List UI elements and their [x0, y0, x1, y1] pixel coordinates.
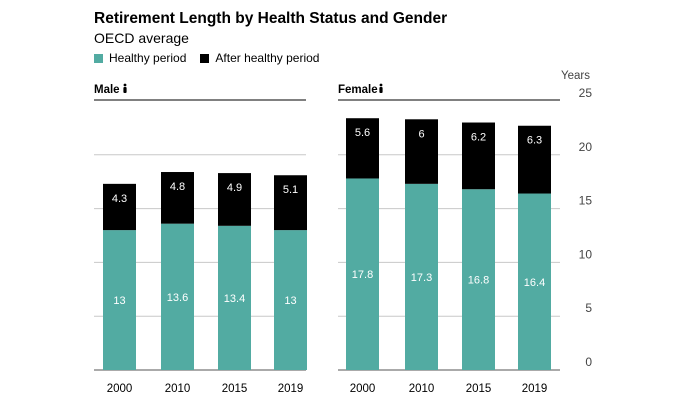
- bar-male-2010-healthy: [161, 223, 194, 370]
- bar-male-2000-after: [103, 183, 136, 231]
- data-label-female-2010-after: 6: [418, 128, 424, 140]
- y-tick-label: 0: [585, 355, 592, 369]
- bar-male-2010-after: [161, 172, 194, 224]
- data-label-male-2015-after: 4.9: [227, 182, 242, 194]
- data-label-male-2015-healthy: 13.4: [224, 293, 245, 305]
- data-label-female-2019-after: 6.3: [527, 135, 542, 147]
- data-label-female-2000-healthy: 17.8: [352, 269, 373, 281]
- x-tick-label-male-2000: 2000: [107, 383, 133, 395]
- data-label-male-2010-healthy: 13.6: [167, 292, 188, 304]
- panel-label-male: Male: [94, 84, 120, 96]
- bar-male-2015-after: [218, 173, 251, 226]
- bar-female-2015-healthy: [462, 189, 495, 370]
- legend-swatch-after: [200, 53, 210, 63]
- x-tick-label-female-2019: 2019: [522, 383, 548, 395]
- data-label-female-2010-healthy: 17.3: [411, 272, 432, 284]
- x-tick-label-female-2010: 2010: [409, 383, 435, 395]
- bar-male-2019-healthy: [274, 230, 307, 370]
- data-label-male-2000-healthy: 13: [113, 295, 125, 307]
- chart-title: Retirement Length by Health Status and G…: [94, 10, 448, 27]
- data-label-female-2015-after: 6.2: [471, 132, 486, 144]
- data-label-male-2019-healthy: 13: [284, 295, 296, 307]
- y-tick-label: 5: [585, 301, 592, 315]
- bar-female-2010-after: [405, 119, 438, 184]
- bar-female-2019-healthy: [518, 193, 551, 370]
- x-tick-label-female-2000: 2000: [350, 383, 376, 395]
- legend-label-healthy: Healthy period: [109, 51, 187, 65]
- data-label-female-2015-healthy: 16.8: [468, 275, 489, 287]
- y-tick-label: 20: [579, 140, 593, 154]
- bar-male-2000-healthy: [103, 230, 136, 370]
- legend-item-healthy: Healthy period: [94, 51, 186, 65]
- bar-female-2000-after: [346, 118, 379, 179]
- data-label-female-2019-healthy: 16.4: [524, 277, 545, 289]
- person-icon-head: [379, 83, 383, 87]
- person-icon: [379, 87, 383, 93]
- x-tick-label-female-2015: 2015: [466, 383, 492, 395]
- bar-female-2010-healthy: [405, 183, 438, 370]
- data-label-male-2010-after: 4.8: [170, 181, 185, 193]
- y-axis-unit-label: Years: [561, 70, 590, 82]
- panel-label-female: Female: [338, 84, 378, 96]
- bar-female-2019-after: [518, 125, 551, 194]
- bar-female-2000-healthy: [346, 178, 379, 370]
- y-tick-label: 25: [579, 86, 593, 100]
- bar-male-2019-after: [274, 175, 307, 231]
- x-tick-label-male-2019: 2019: [278, 383, 304, 395]
- bar-male-2015-healthy: [218, 225, 251, 370]
- x-tick-label-male-2015: 2015: [222, 383, 248, 395]
- chart-subtitle: OECD average: [94, 30, 189, 46]
- data-label-female-2000-after: 5.6: [355, 127, 370, 139]
- person-icon: [123, 87, 127, 93]
- legend-item-after: After healthy period: [200, 51, 319, 65]
- x-tick-label-male-2010: 2010: [165, 383, 191, 395]
- legend-swatch-healthy: [94, 53, 103, 63]
- data-label-male-2019-after: 5.1: [283, 184, 298, 196]
- y-tick-label: 15: [579, 194, 593, 208]
- person-icon-head: [123, 83, 127, 87]
- bar-female-2015-after: [462, 122, 495, 190]
- data-label-male-2000-after: 4.3: [112, 193, 127, 205]
- y-tick-label: 10: [579, 247, 593, 261]
- legend-label-after: After healthy period: [215, 51, 320, 65]
- legend: Healthy period After healthy period: [94, 51, 333, 65]
